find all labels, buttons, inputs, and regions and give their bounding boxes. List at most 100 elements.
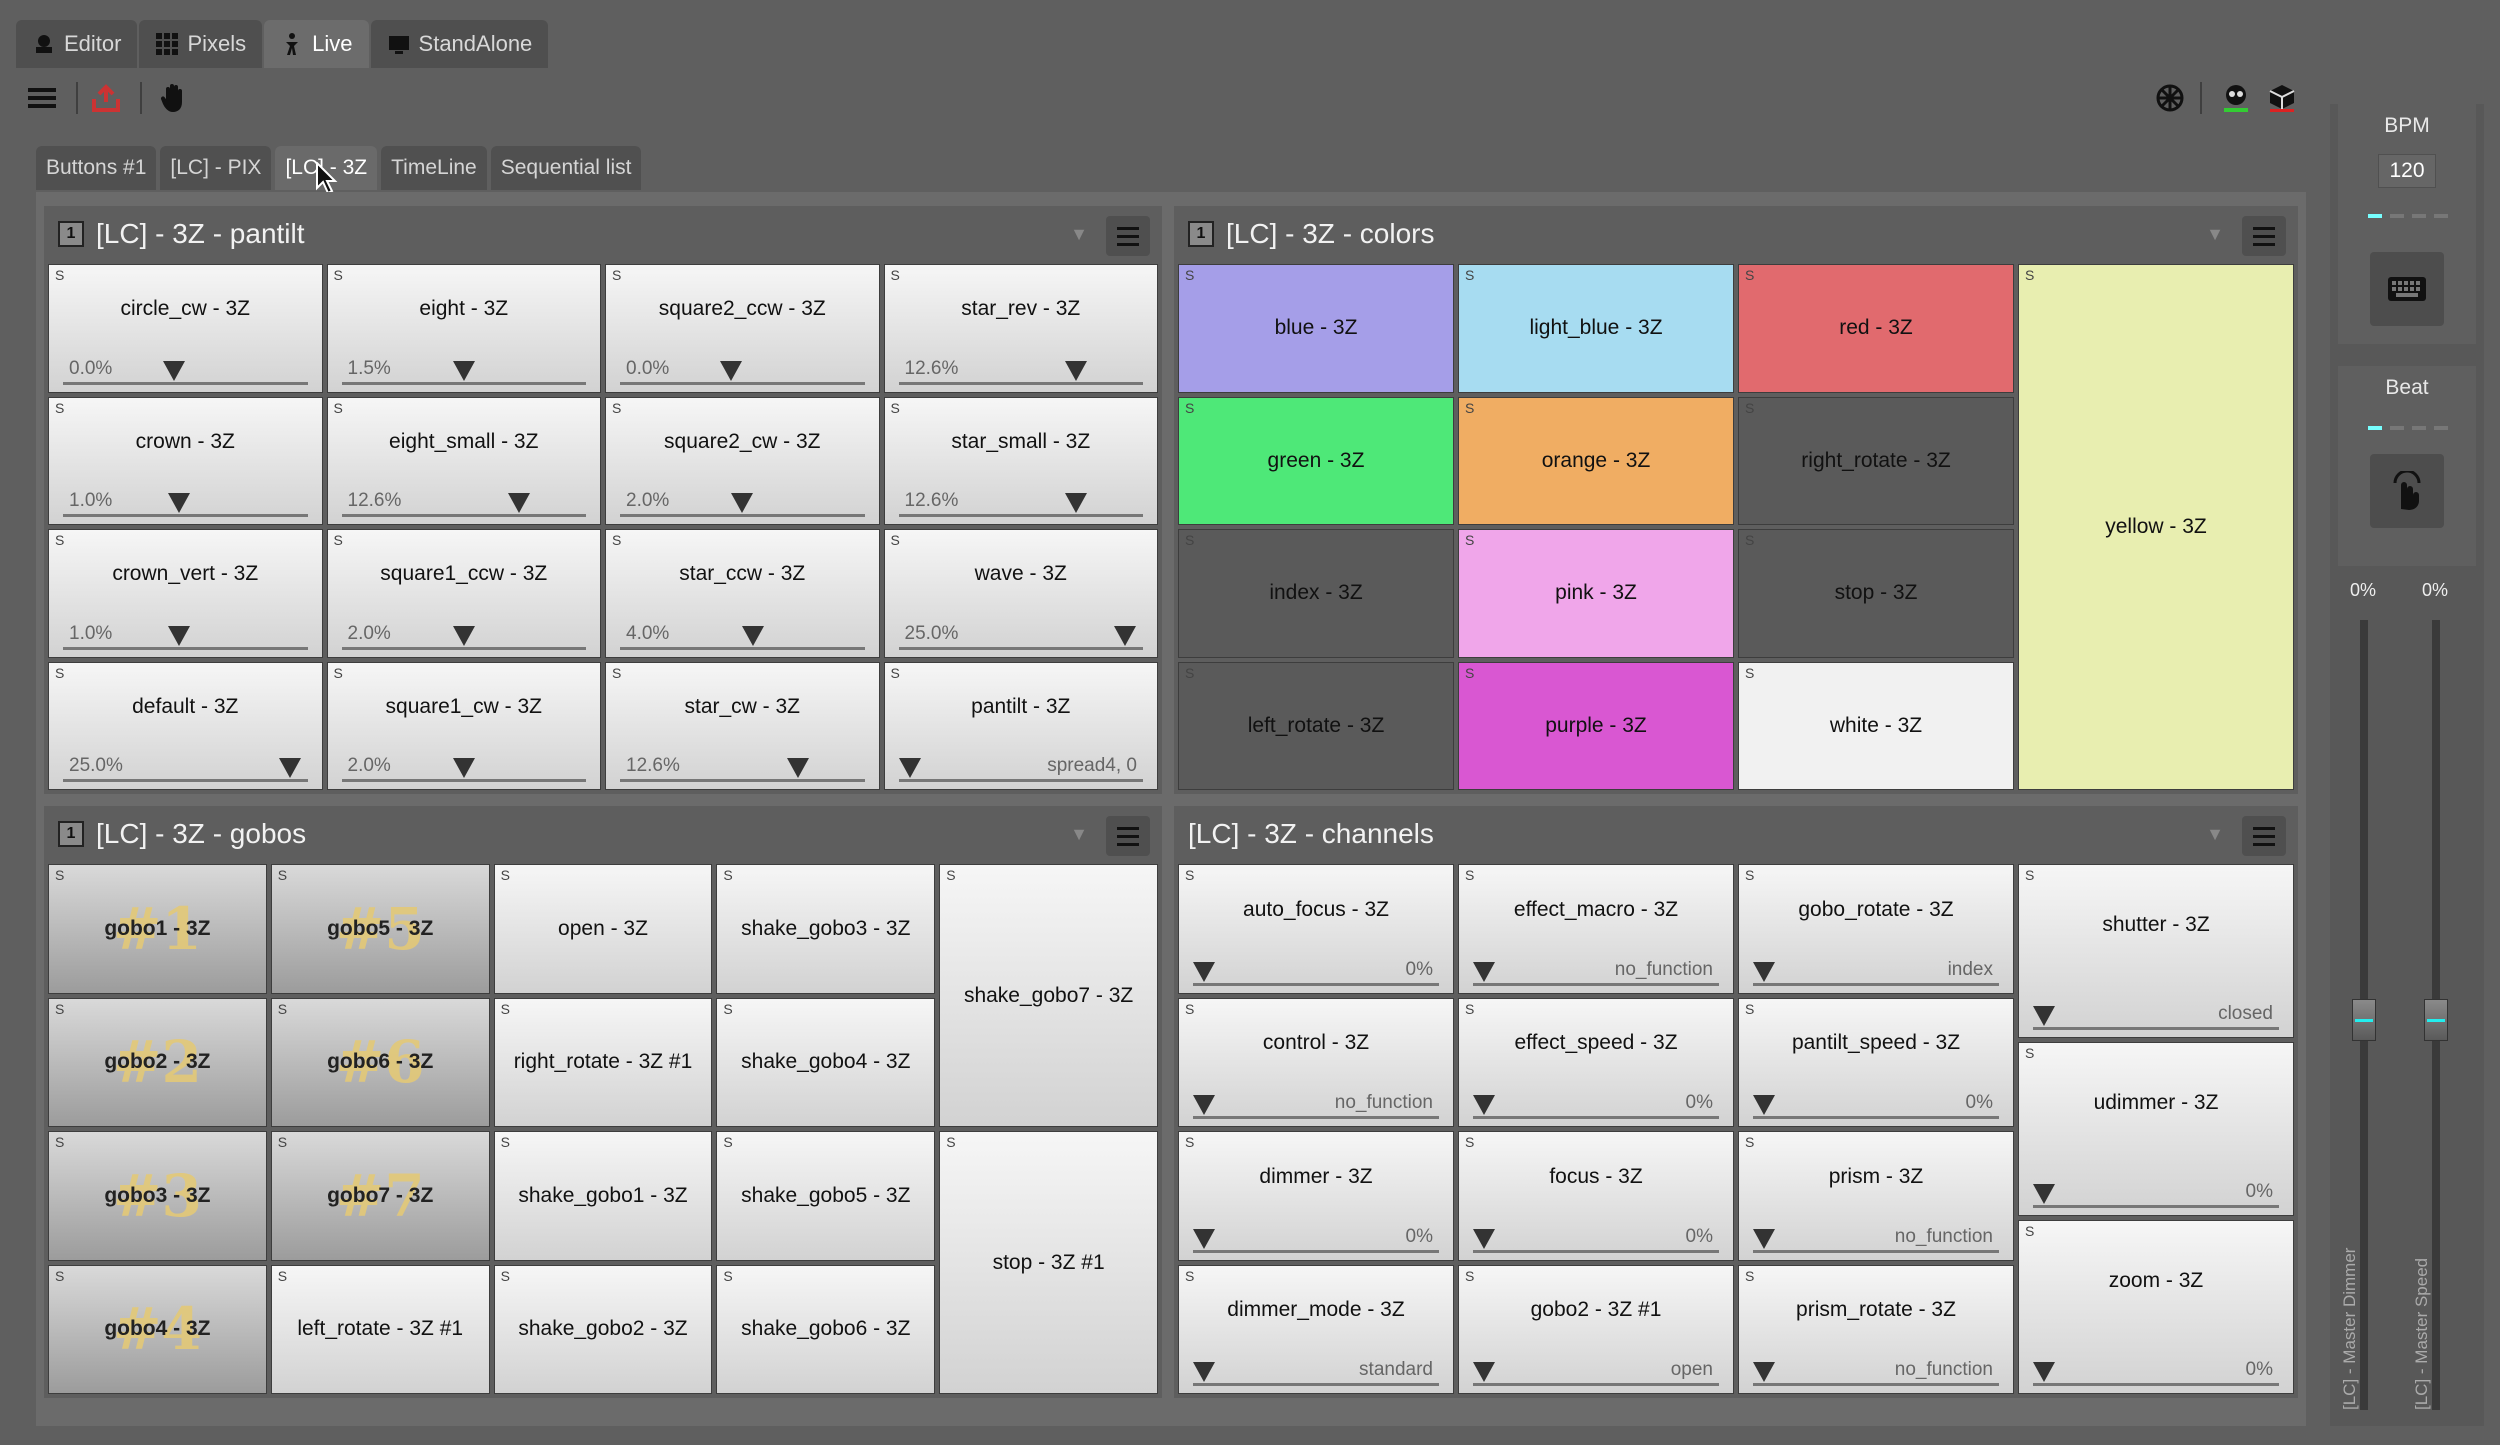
slider-knob[interactable] [167,493,190,513]
slider-track[interactable] [1753,982,1999,986]
slider-track[interactable] [620,646,865,650]
frame-menu-button[interactable] [2242,816,2286,856]
slider-knob[interactable] [452,360,475,381]
slider-knob[interactable] [1193,1228,1215,1249]
slider-knob[interactable] [731,493,754,513]
slider-track[interactable] [2033,1383,2279,1386]
slider-track[interactable] [63,779,308,782]
slider-knob[interactable] [1753,1095,1775,1115]
slider-track[interactable] [1753,1116,1999,1119]
slider-track[interactable] [341,514,586,517]
slider-track[interactable] [1473,982,1719,986]
gobo-button[interactable]: S #2 gobo2 - 3Z [48,997,267,1127]
gobo-button[interactable]: S #4 gobo4 - 3Z [48,1264,267,1394]
slider-track[interactable] [2033,1027,2279,1030]
frame-menu-button[interactable] [1106,216,1150,256]
gobo-button[interactable]: S #1 gobo1 - 3Z [48,864,267,994]
slider-knob[interactable] [1473,1095,1495,1115]
slider-knob[interactable] [2033,1184,2055,1204]
slider-knob[interactable] [1114,625,1137,646]
dmx-snowflake-icon[interactable] [2152,80,2188,116]
slider-knob[interactable] [1193,1362,1215,1382]
chevron-down-icon[interactable]: ▼ [1070,224,1088,244]
slider-knob[interactable] [167,625,190,646]
slider-track[interactable] [1473,1383,1719,1386]
frame-menu-button[interactable] [2242,216,2286,256]
slider-knob[interactable] [452,758,475,778]
gobo-button[interactable]: S #3 gobo3 - 3Z [48,1131,267,1261]
slider-knob[interactable] [1065,360,1088,381]
slider-track[interactable] [1193,1116,1439,1119]
slider-track[interactable] [2033,1205,2279,1208]
slider-knob[interactable] [278,758,301,778]
slider-track[interactable] [898,381,1143,385]
frame-page-number[interactable]: 1 [1188,221,1214,247]
slider-knob[interactable] [1473,1362,1495,1382]
slider-knob[interactable] [163,360,186,381]
slider-track[interactable] [341,779,586,782]
tab-lc-pix[interactable]: [LC] - PIX [160,146,272,190]
slider-track[interactable] [63,646,308,650]
slider-track[interactable] [898,779,1143,782]
slider-knob[interactable] [1065,493,1088,513]
slider-knob[interactable] [1473,1228,1495,1249]
frame-page-number[interactable]: 1 [58,821,84,847]
slider-knob[interactable] [742,625,765,646]
export-icon[interactable] [88,80,124,116]
chevron-down-icon[interactable]: ▼ [2206,824,2224,844]
slider-track[interactable] [341,381,586,385]
slider-knob[interactable] [1753,1362,1775,1382]
tap-beat-icon[interactable] [2370,454,2444,528]
slider-knob[interactable] [452,625,475,646]
hand-icon[interactable] [156,80,192,116]
slider-track[interactable] [63,381,308,385]
tab-editor[interactable]: Editor [16,20,138,68]
slider-track[interactable] [341,646,586,650]
slider-track[interactable] [1193,982,1439,986]
slider-knob[interactable] [1193,1095,1215,1115]
gobo-button[interactable]: S #7 gobo7 - 3Z [270,1131,490,1261]
